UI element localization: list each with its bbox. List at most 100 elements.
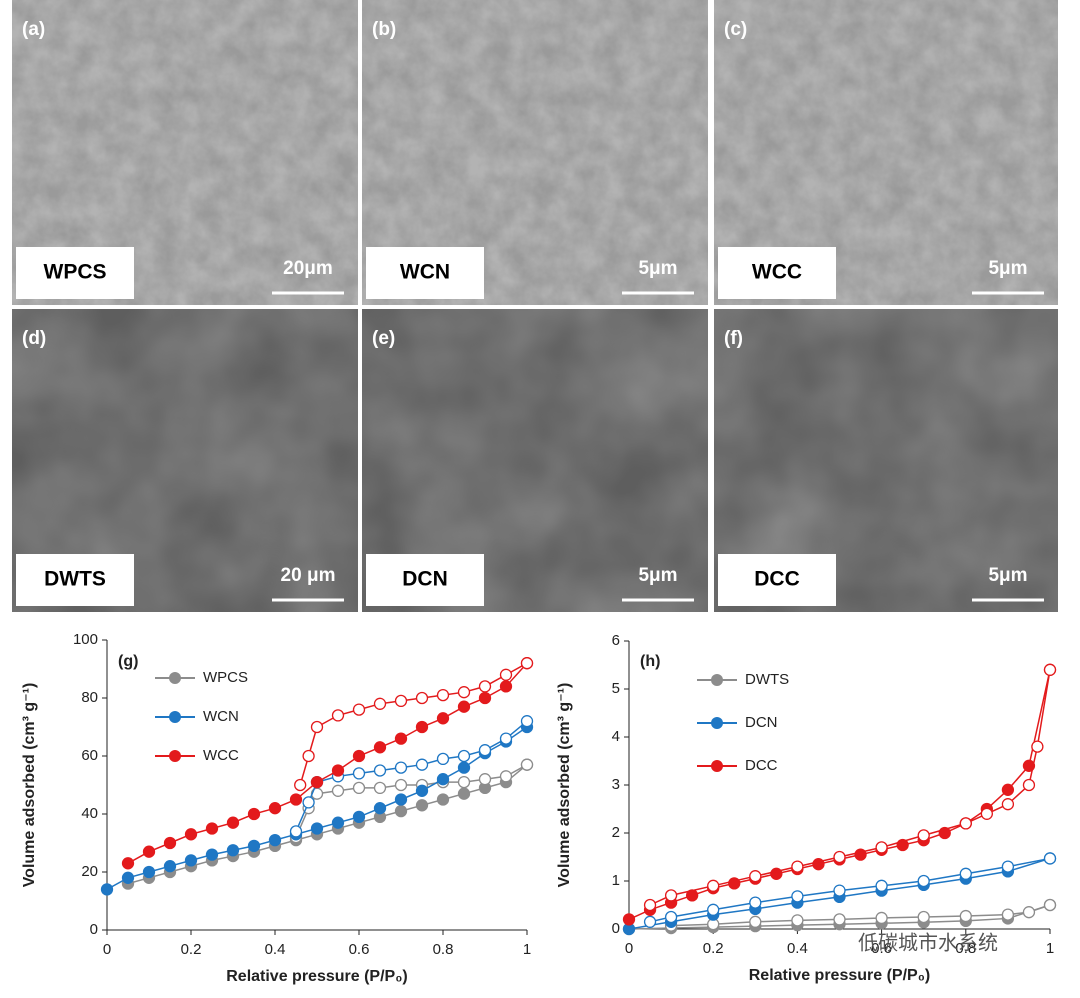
desorption-point <box>1001 798 1015 811</box>
desorption-point <box>302 796 315 809</box>
panel-label: (h) <box>640 653 660 670</box>
y-tick-label: 1 <box>612 872 620 889</box>
desorption-point <box>664 910 678 924</box>
desorption-point <box>1043 898 1057 912</box>
x-tick-label: 0 <box>625 940 633 957</box>
desorption-point <box>373 764 387 777</box>
watermark: 低碳城市水系统 <box>858 931 998 954</box>
adsorption-point <box>268 802 282 815</box>
desorption-point <box>302 749 315 763</box>
desorption-line <box>295 720 528 832</box>
desorption-point <box>707 903 720 916</box>
desorption-point <box>1022 906 1036 919</box>
desorption-line <box>295 764 528 838</box>
y-tick-label: 6 <box>612 632 620 649</box>
desorption-point <box>289 825 303 838</box>
x-tick-label: 0.8 <box>433 941 454 958</box>
adsorption-point <box>373 741 387 754</box>
desorption-line <box>671 904 1051 927</box>
x-axis-label: Relative pressure (P/P₀) <box>226 968 408 985</box>
desorption-point <box>1031 740 1044 753</box>
panel-label: (b) <box>372 19 396 40</box>
desorption-point <box>352 767 366 780</box>
adsorption-point <box>121 871 135 884</box>
adsorption-point <box>394 732 408 745</box>
desorption-point <box>643 915 657 928</box>
scale-label: 5μm <box>638 565 677 586</box>
desorption-point <box>499 770 513 783</box>
desorption-point <box>457 749 471 763</box>
desorption-point <box>352 703 366 716</box>
legend-label: DWTS <box>745 671 789 688</box>
legend-marker <box>169 750 181 762</box>
adsorption-point <box>415 720 429 734</box>
desorption-point <box>917 874 930 888</box>
adsorption-point <box>247 839 261 853</box>
adsorption-point <box>436 793 450 806</box>
adsorption-point <box>289 793 303 806</box>
adsorption-point <box>1001 783 1015 796</box>
x-tick-label: 0.6 <box>349 941 370 958</box>
desorption-point <box>457 775 471 789</box>
legend-marker <box>711 760 723 772</box>
panel-label: (c) <box>724 19 747 40</box>
desorption-point <box>791 914 804 927</box>
y-tick-label: 3 <box>612 776 620 793</box>
scale-label: 20 μm <box>281 565 336 586</box>
adsorption-point <box>184 828 198 841</box>
adsorption-point <box>352 810 366 824</box>
scale-label: 20μm <box>283 258 333 279</box>
panel-label: (d) <box>22 328 46 349</box>
legend-marker <box>711 674 723 686</box>
desorption-point <box>310 720 324 734</box>
x-tick-label: 0.8 <box>955 940 976 957</box>
desorption-point <box>520 758 534 771</box>
desorption-point <box>664 889 678 902</box>
y-tick-label: 2 <box>612 824 620 841</box>
desorption-point <box>749 915 762 928</box>
desorption-point <box>749 896 762 909</box>
adsorption-point <box>205 848 219 861</box>
legend-marker <box>169 711 181 723</box>
desorption-point <box>749 870 762 883</box>
desorption-point <box>959 867 972 880</box>
adsorption-point <box>457 761 471 774</box>
adsorption-point <box>1022 759 1036 772</box>
adsorption-point <box>226 844 240 857</box>
sem-grid: (a) WPCS 20μm (b) WCN 5μm (c) WCC 5μm (d) DWTS 20 μ… <box>12 0 1058 612</box>
desorption-point <box>833 913 846 926</box>
desorption-point <box>875 841 888 854</box>
desorption-point <box>394 761 408 774</box>
legend-label: WPCS <box>203 669 248 686</box>
desorption-point <box>478 773 492 786</box>
adsorption-point <box>457 787 471 800</box>
desorption-point <box>833 850 846 864</box>
sample-box <box>366 247 484 299</box>
y-tick-label: 60 <box>81 747 98 764</box>
adsorption-point <box>331 816 345 829</box>
adsorption-point <box>121 857 135 870</box>
desorption-point <box>959 817 972 830</box>
desorption-point <box>707 879 720 892</box>
x-tick-label: 0.6 <box>871 940 892 957</box>
desorption-point <box>373 781 387 795</box>
desorption-point <box>331 784 345 797</box>
desorption-point <box>1043 663 1057 676</box>
sample-box <box>718 247 836 299</box>
adsorption-point <box>352 749 366 763</box>
x-axis-label: Relative pressure (P/P₀) <box>749 967 931 984</box>
x-tick-label: 1 <box>523 941 531 958</box>
desorption-point <box>791 860 804 873</box>
adsorption-point <box>310 822 324 835</box>
scale-label: 5μm <box>988 565 1027 586</box>
panel-label: (a) <box>22 19 45 40</box>
panel-label: (g) <box>118 653 138 670</box>
adsorption-point <box>205 822 219 835</box>
desorption-point <box>478 680 492 693</box>
sample-box <box>718 554 836 606</box>
sample-box <box>16 554 134 606</box>
sample-name: DCN <box>402 568 448 591</box>
y-tick-label: 0 <box>612 920 620 937</box>
adsorption-point <box>163 836 177 850</box>
adsorption-point <box>415 799 429 812</box>
